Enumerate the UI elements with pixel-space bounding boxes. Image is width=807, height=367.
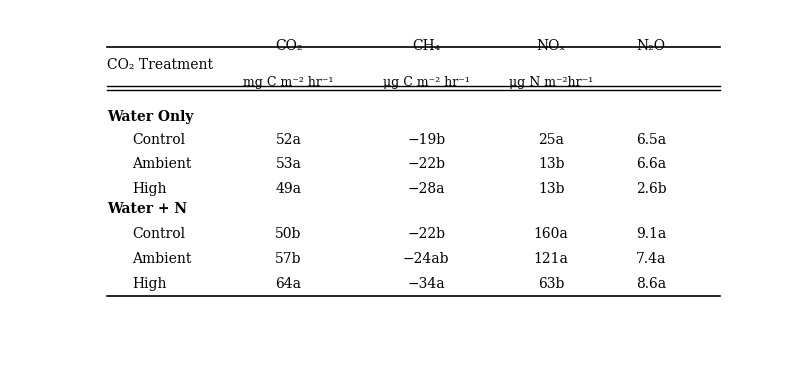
Text: 57b: 57b	[275, 252, 302, 266]
Text: 7.4a: 7.4a	[636, 252, 667, 266]
Text: 6.6a: 6.6a	[636, 157, 667, 171]
Text: 52a: 52a	[275, 132, 302, 146]
Text: Ambient: Ambient	[132, 157, 191, 171]
Text: High: High	[132, 277, 167, 291]
Text: 160a: 160a	[533, 227, 569, 241]
Text: Ambient: Ambient	[132, 252, 191, 266]
Text: Control: Control	[132, 227, 186, 241]
Text: CO₂ Treatment: CO₂ Treatment	[107, 58, 213, 72]
Text: 8.6a: 8.6a	[636, 277, 667, 291]
Text: −34a: −34a	[408, 277, 445, 291]
Text: 25a: 25a	[538, 132, 564, 146]
Text: Water + N: Water + N	[107, 202, 187, 216]
Text: CH₄: CH₄	[412, 39, 440, 52]
Text: 64a: 64a	[275, 277, 302, 291]
Text: 121a: 121a	[533, 252, 569, 266]
Text: −22b: −22b	[407, 157, 445, 171]
Text: 63b: 63b	[538, 277, 564, 291]
Text: −24ab: −24ab	[403, 252, 449, 266]
Text: N₂O: N₂O	[637, 39, 666, 52]
Text: 53a: 53a	[275, 157, 302, 171]
Text: High: High	[132, 182, 167, 196]
Text: −19b: −19b	[407, 132, 445, 146]
Text: 49a: 49a	[275, 182, 302, 196]
Text: 50b: 50b	[275, 227, 302, 241]
Text: μg C m⁻² hr⁻¹: μg C m⁻² hr⁻¹	[383, 76, 470, 89]
Text: −22b: −22b	[407, 227, 445, 241]
Text: 9.1a: 9.1a	[636, 227, 667, 241]
Text: −28a: −28a	[408, 182, 445, 196]
Text: Water Only: Water Only	[107, 110, 194, 124]
Text: 2.6b: 2.6b	[636, 182, 667, 196]
Text: μg N m⁻²hr⁻¹: μg N m⁻²hr⁻¹	[509, 76, 593, 89]
Text: Control: Control	[132, 132, 186, 146]
Text: 13b: 13b	[538, 157, 564, 171]
Text: 6.5a: 6.5a	[636, 132, 667, 146]
Text: 13b: 13b	[538, 182, 564, 196]
Text: mg C m⁻² hr⁻¹: mg C m⁻² hr⁻¹	[243, 76, 334, 89]
Text: NOₓ: NOₓ	[537, 39, 566, 52]
Text: CO₂: CO₂	[274, 39, 303, 52]
